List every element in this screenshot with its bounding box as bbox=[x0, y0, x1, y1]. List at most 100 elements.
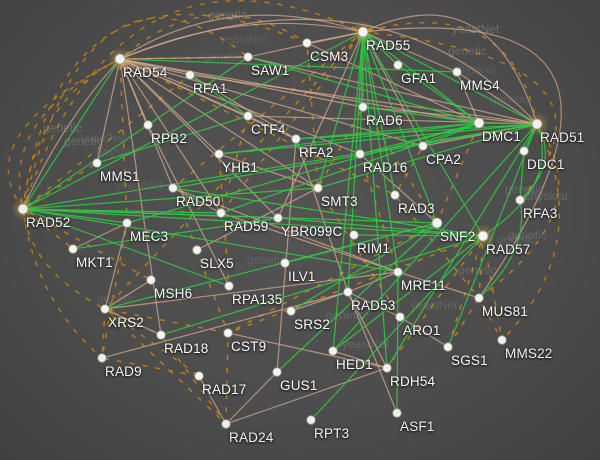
edge-rad53-asf1 bbox=[347, 291, 398, 414]
node-rad59[interactable] bbox=[216, 208, 226, 218]
node-srs2[interactable] bbox=[286, 306, 296, 316]
edge-rad55-rad51 bbox=[362, 21, 538, 125]
edge-rad53-rdh54 bbox=[347, 291, 388, 369]
edge-rad54-smt3 bbox=[119, 58, 319, 189]
node-csm3[interactable] bbox=[302, 38, 312, 48]
node-rim1[interactable] bbox=[349, 230, 359, 240]
edge-mec3-rad9 bbox=[101, 222, 128, 359]
edge-rad52-xrs2 bbox=[22, 208, 106, 310]
node-mec3[interactable] bbox=[122, 218, 132, 228]
edge-rad57-rpt3 bbox=[310, 235, 484, 421]
node-smt3[interactable] bbox=[313, 183, 323, 193]
node-ddc1[interactable] bbox=[519, 146, 529, 156]
node-gus1[interactable] bbox=[272, 367, 282, 377]
edge-rad6-smt3 bbox=[317, 106, 364, 189]
node-rad16[interactable] bbox=[355, 149, 365, 159]
node-saw1[interactable] bbox=[243, 52, 253, 62]
edge-rad54-csm3 bbox=[119, 14, 308, 60]
node-ctf4[interactable] bbox=[243, 111, 253, 121]
edge-cst9-rad24 bbox=[225, 332, 229, 425]
edge-rad55-xrs2 bbox=[104, 31, 364, 310]
node-ilv1[interactable] bbox=[280, 258, 290, 268]
node-rdh54[interactable] bbox=[382, 363, 392, 373]
edge-rad52-msh6 bbox=[22, 208, 152, 281]
edge-mkt1-mec3 bbox=[72, 222, 128, 250]
node-slx5[interactable] bbox=[192, 245, 202, 255]
node-rad55[interactable] bbox=[357, 26, 369, 38]
node-rfa3[interactable] bbox=[515, 195, 525, 205]
edge-rad3-mus81 bbox=[394, 194, 480, 299]
node-xrs2[interactable] bbox=[100, 304, 110, 314]
node-dmc1[interactable] bbox=[473, 117, 485, 129]
node-rad9[interactable] bbox=[97, 353, 107, 363]
node-rad52[interactable] bbox=[17, 203, 29, 215]
edge-csm3-smt3 bbox=[306, 42, 319, 189]
node-hed1[interactable] bbox=[328, 346, 338, 356]
edge-rad53-srs2 bbox=[290, 291, 349, 312]
edge-rad55-rad51 bbox=[362, 14, 538, 125]
node-rad3[interactable] bbox=[390, 190, 400, 200]
node-cpa2[interactable] bbox=[418, 141, 428, 151]
edge-rad54-rad16 bbox=[119, 58, 361, 155]
edge-rad52-rad55 bbox=[22, 31, 364, 210]
node-sgs1[interactable] bbox=[443, 342, 453, 352]
node-aro1[interactable] bbox=[395, 312, 405, 322]
edge-rad57-sgs1 bbox=[447, 235, 484, 348]
node-rad17[interactable] bbox=[194, 371, 204, 381]
edge-rad51-mus81 bbox=[478, 123, 560, 299]
edge-snf2-srs2 bbox=[290, 222, 438, 312]
node-msh6[interactable] bbox=[146, 275, 156, 285]
node-rad18[interactable] bbox=[156, 330, 166, 340]
node-rfa2[interactable] bbox=[291, 134, 301, 144]
edge-rad18-rad24 bbox=[160, 334, 227, 425]
edge-rad54-mms1 bbox=[96, 58, 121, 164]
edge-rfa3-mus81 bbox=[478, 199, 523, 299]
node-mms4[interactable] bbox=[452, 67, 462, 77]
node-cst9[interactable] bbox=[223, 328, 233, 338]
edge-rad52-rad54 bbox=[18, 58, 121, 210]
edge-rad55-rad16 bbox=[359, 31, 364, 155]
node-gfa1[interactable] bbox=[393, 60, 403, 70]
node-rad54[interactable] bbox=[114, 53, 126, 65]
node-ybr099c[interactable] bbox=[273, 213, 283, 223]
edge-snf2-gus1 bbox=[276, 222, 438, 373]
edge-rad52-smt3 bbox=[22, 187, 319, 210]
edge-rad55-rad53 bbox=[347, 31, 364, 293]
node-rad57[interactable] bbox=[477, 230, 489, 242]
node-asf1[interactable] bbox=[392, 408, 402, 418]
edge-xrs2-rad17 bbox=[104, 308, 200, 377]
edge-ctf4-rad59 bbox=[220, 115, 249, 214]
node-mus81[interactable] bbox=[474, 293, 484, 303]
edge-rad54-rad59 bbox=[119, 58, 222, 214]
node-rpt3[interactable] bbox=[306, 415, 316, 425]
node-mre11[interactable] bbox=[393, 267, 403, 277]
node-rad53[interactable] bbox=[343, 287, 353, 297]
edge-rad24-rdh54 bbox=[225, 367, 388, 425]
edge-xrs2-msh6 bbox=[104, 279, 152, 310]
edge-rad9-rad17 bbox=[101, 357, 200, 377]
node-rad24[interactable] bbox=[221, 419, 231, 429]
node-mkt1[interactable] bbox=[68, 244, 78, 254]
node-mms22[interactable] bbox=[497, 335, 507, 345]
edge-rad55-cpa2 bbox=[362, 31, 424, 147]
edge-rad55-rfa3 bbox=[362, 31, 558, 201]
node-rad50[interactable] bbox=[168, 183, 178, 193]
edge-rad55-smt3 bbox=[317, 31, 364, 189]
edge-rad57-ybr099c bbox=[277, 217, 484, 237]
node-yhb1[interactable] bbox=[214, 149, 224, 159]
node-rfa1[interactable] bbox=[185, 70, 195, 80]
node-rpb2[interactable] bbox=[143, 120, 153, 130]
node-rad51[interactable] bbox=[531, 118, 543, 130]
edge-cpa2-rad3 bbox=[394, 145, 424, 196]
edge-rad53-rad9 bbox=[101, 291, 349, 359]
edge-rad52-ybr099c bbox=[22, 208, 279, 219]
edge-xrs2-rad24 bbox=[104, 308, 227, 425]
edge-rfa1-rfa2 bbox=[189, 74, 297, 140]
edge-rad52-rad51 bbox=[22, 123, 538, 210]
node-rad6[interactable] bbox=[358, 102, 368, 112]
node-rpa135[interactable] bbox=[224, 281, 234, 291]
node-mms1[interactable] bbox=[92, 158, 102, 168]
edge-rad52-rad54 bbox=[7, 58, 121, 210]
node-snf2[interactable] bbox=[431, 217, 443, 229]
